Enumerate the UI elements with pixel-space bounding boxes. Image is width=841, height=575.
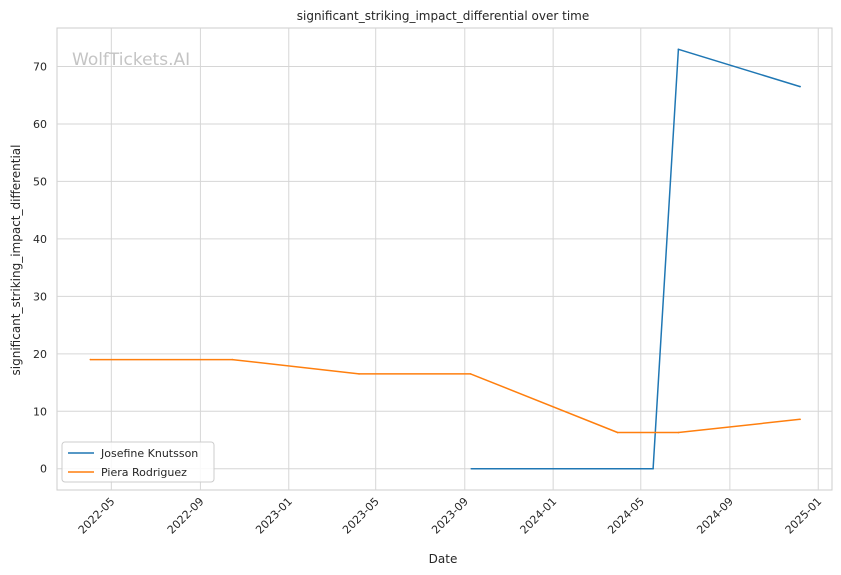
legend-box (61, 441, 215, 483)
y-tick-label: 60 (33, 118, 47, 131)
watermark-text: WolfTickets.AI (72, 50, 190, 70)
y-tick-label: 50 (33, 175, 47, 188)
y-tick-label: 70 (33, 61, 47, 74)
x-tick-label: 2024-01 (518, 495, 560, 537)
legend-label: Piera Rodriguez (101, 466, 187, 479)
x-tick-label: 2022-09 (165, 495, 207, 537)
plot-area (56, 27, 833, 491)
y-tick-label: 10 (33, 405, 47, 418)
data-point (89, 358, 92, 361)
chart-title: significant_striking_impact_differential… (297, 9, 589, 23)
data-point (231, 358, 234, 361)
y-axis-title: significant_striking_impact_differential (9, 145, 23, 376)
data-point (616, 431, 619, 434)
data-point (799, 418, 801, 421)
x-axis-title: Date (429, 552, 458, 566)
x-tick-label: 2024-09 (694, 495, 736, 537)
x-tick-label: 2022-05 (76, 495, 118, 537)
legend-label: Josefine Knutsson (100, 447, 198, 460)
data-point (799, 85, 801, 88)
y-tick-label: 40 (33, 233, 47, 246)
x-axis: 2022-05 2022-09 2023-01 2023-05 2023-09 2024-… (76, 495, 825, 537)
y-tick-label: 0 (40, 463, 47, 476)
x-tick-label: 2023-09 (429, 495, 471, 537)
data-point (652, 467, 654, 470)
x-tick-label: 2024-05 (605, 495, 647, 537)
data-point (470, 467, 473, 470)
series-group (89, 48, 801, 470)
data-point (677, 431, 680, 434)
x-tick-label: 2025-01 (783, 495, 825, 537)
data-point (358, 373, 360, 375)
y-tick-label: 30 (33, 290, 47, 303)
legend: Josefine Knutsson Piera Rodriguez (61, 441, 215, 483)
x-tick-label: 2023-05 (340, 495, 382, 537)
x-tick-label: 2023-01 (253, 495, 295, 537)
series-line-1 (471, 48, 801, 470)
data-point (677, 48, 680, 51)
data-point (469, 373, 472, 375)
grid (57, 28, 832, 490)
y-tick-label: 20 (33, 348, 47, 361)
y-axis: 0 10 20 30 40 50 60 70 (33, 61, 47, 476)
